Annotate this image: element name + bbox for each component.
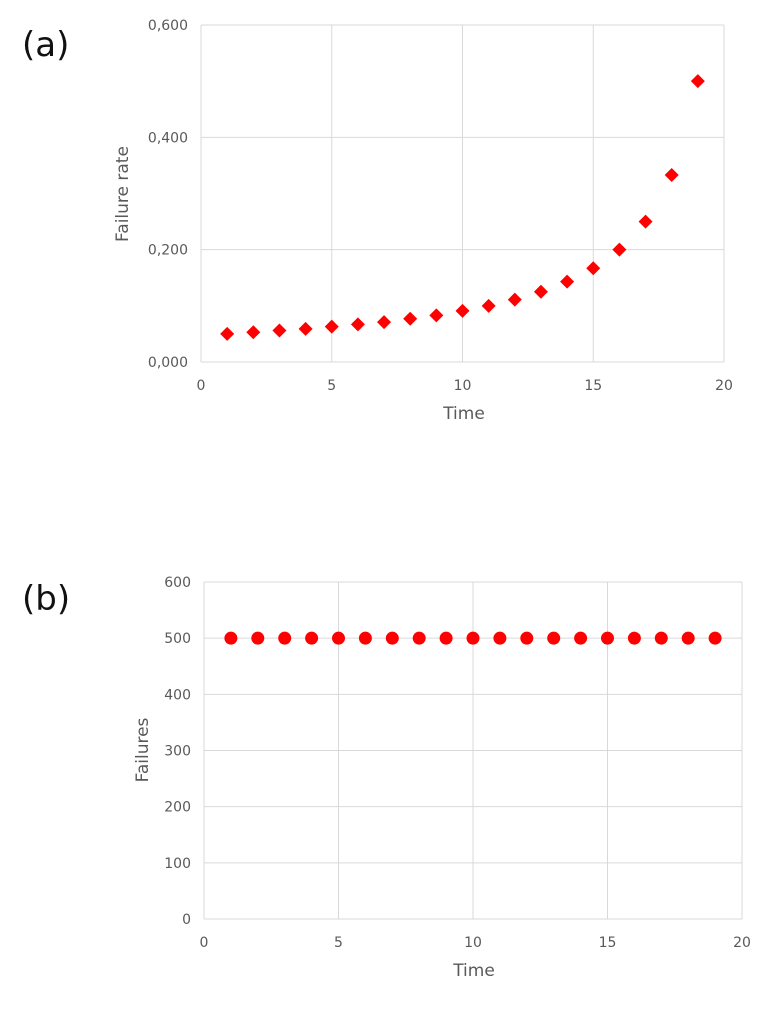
panel-b-label: (b): [22, 579, 70, 619]
panel-a-x-tick-label: 5: [327, 378, 336, 394]
panel-b-x-axis-title: Time: [452, 961, 495, 981]
panel-a-x-axis-title: Time: [442, 404, 485, 424]
panel-a-x-tick-label: 15: [584, 378, 602, 394]
panel-b-data-point: [574, 631, 588, 645]
panel-a-data-point: [324, 319, 339, 334]
panel-b-data-point: [601, 631, 614, 645]
panel-b-data-point: [412, 631, 426, 645]
panel-a-label: (a): [22, 25, 69, 65]
panel-b-data-point: [358, 631, 372, 645]
panel-b-y-tick-label: 300: [164, 744, 191, 760]
panel-b-x-tick-label: 20: [733, 935, 751, 951]
panel-b-y-tick-label: 0: [182, 912, 191, 928]
panel-b-x-tick-labels: 0 5 10 15 20: [200, 935, 751, 951]
panel-b-data-point: [520, 631, 534, 645]
panel-a-data-point: [638, 214, 653, 229]
panel-b-data-point: [385, 631, 399, 645]
panel-b-data-point: [251, 631, 265, 645]
panel-a-x-tick-label: 10: [454, 378, 472, 394]
panel-b-x-tick-label: 5: [334, 935, 343, 951]
panel-a-x-tick-label: 0: [197, 378, 206, 394]
panel-a-data-point: [272, 323, 287, 338]
panel-a-gridlines: [200, 24, 725, 363]
panel-b-y-tick-label: 500: [164, 631, 191, 647]
panel-a-data-point: [507, 292, 522, 307]
panel-b-y-tick-label: 600: [164, 575, 191, 591]
panel-a-data-point: [403, 311, 418, 326]
panel-a-data-point: [533, 284, 548, 299]
panel-a-data-point: [246, 325, 261, 340]
panel-b-data-point: [681, 631, 695, 645]
panel-b-data-point: [466, 631, 480, 645]
panel-a-data-point: [455, 303, 470, 318]
panel-a-y-tick-labels: 0,000 0,200 0,400 0,600: [148, 18, 188, 371]
panel-b-data-point: [305, 631, 319, 645]
panel-b-x-tick-label: 0: [200, 935, 209, 951]
panel-a-data-point: [481, 298, 496, 313]
panel-b-data-point: [332, 631, 345, 645]
panel-b-y-tick-label: 100: [164, 856, 191, 872]
panel-a-data-point: [298, 321, 313, 336]
panel-a-data-point: [586, 261, 601, 276]
panel-b-y-tick-labels: 0 100 200 300 400 500 600: [164, 575, 191, 928]
panel-a-data-point: [377, 315, 392, 330]
panel-a-data-point: [664, 167, 679, 182]
panel-b-x-tick-label: 10: [464, 935, 482, 951]
panel-a-data-point: [220, 326, 235, 341]
panel-b-data-point: [627, 631, 641, 645]
panel-a-data-point: [690, 74, 705, 89]
panel-a-x-tick-label: 20: [715, 378, 733, 394]
panel-a-data-points: [220, 74, 705, 341]
panel-a-y-tick-label: 0,600: [148, 18, 188, 34]
panel-a-data-point: [560, 274, 575, 289]
panel-a-y-axis-title: Failure rate: [113, 146, 133, 242]
panel-b-data-point: [439, 631, 453, 645]
panel-b-x-tick-label: 15: [599, 935, 617, 951]
panel-a-y-tick-label: 0,200: [148, 243, 188, 259]
panel-b-data-point: [708, 631, 722, 645]
panel-b-data-point: [654, 631, 668, 645]
panel-b-data-points: [224, 631, 722, 645]
panel-a-data-point: [612, 242, 627, 257]
panel-b-y-axis-title: Failures: [133, 717, 153, 782]
panel-b-y-tick-label: 400: [164, 687, 191, 703]
panel-b-data-point: [278, 631, 292, 645]
panel-a-y-tick-label: 0,000: [148, 355, 188, 371]
panel-b-y-tick-label: 200: [164, 800, 191, 816]
panel-b-data-point: [493, 631, 507, 645]
panel-b-gridlines: [203, 581, 743, 920]
panel-b-failures-chart: (b) 0 100 200 300 400 500 600 0 5 10 15 20 Time Fa…: [22, 575, 751, 981]
panel-a-x-tick-labels: 0 5 10 15 20: [197, 378, 733, 394]
panel-b-data-point: [547, 631, 561, 645]
panel-a-data-point: [350, 317, 365, 332]
panel-a-data-point: [429, 308, 444, 323]
panel-b-data-point: [224, 631, 238, 645]
panel-a-failure-rate-chart: (a) 0,000 0,200 0,400 0,600 0 5 10 15 20 Time F…: [22, 18, 733, 424]
panel-a-y-tick-label: 0,400: [148, 130, 188, 146]
